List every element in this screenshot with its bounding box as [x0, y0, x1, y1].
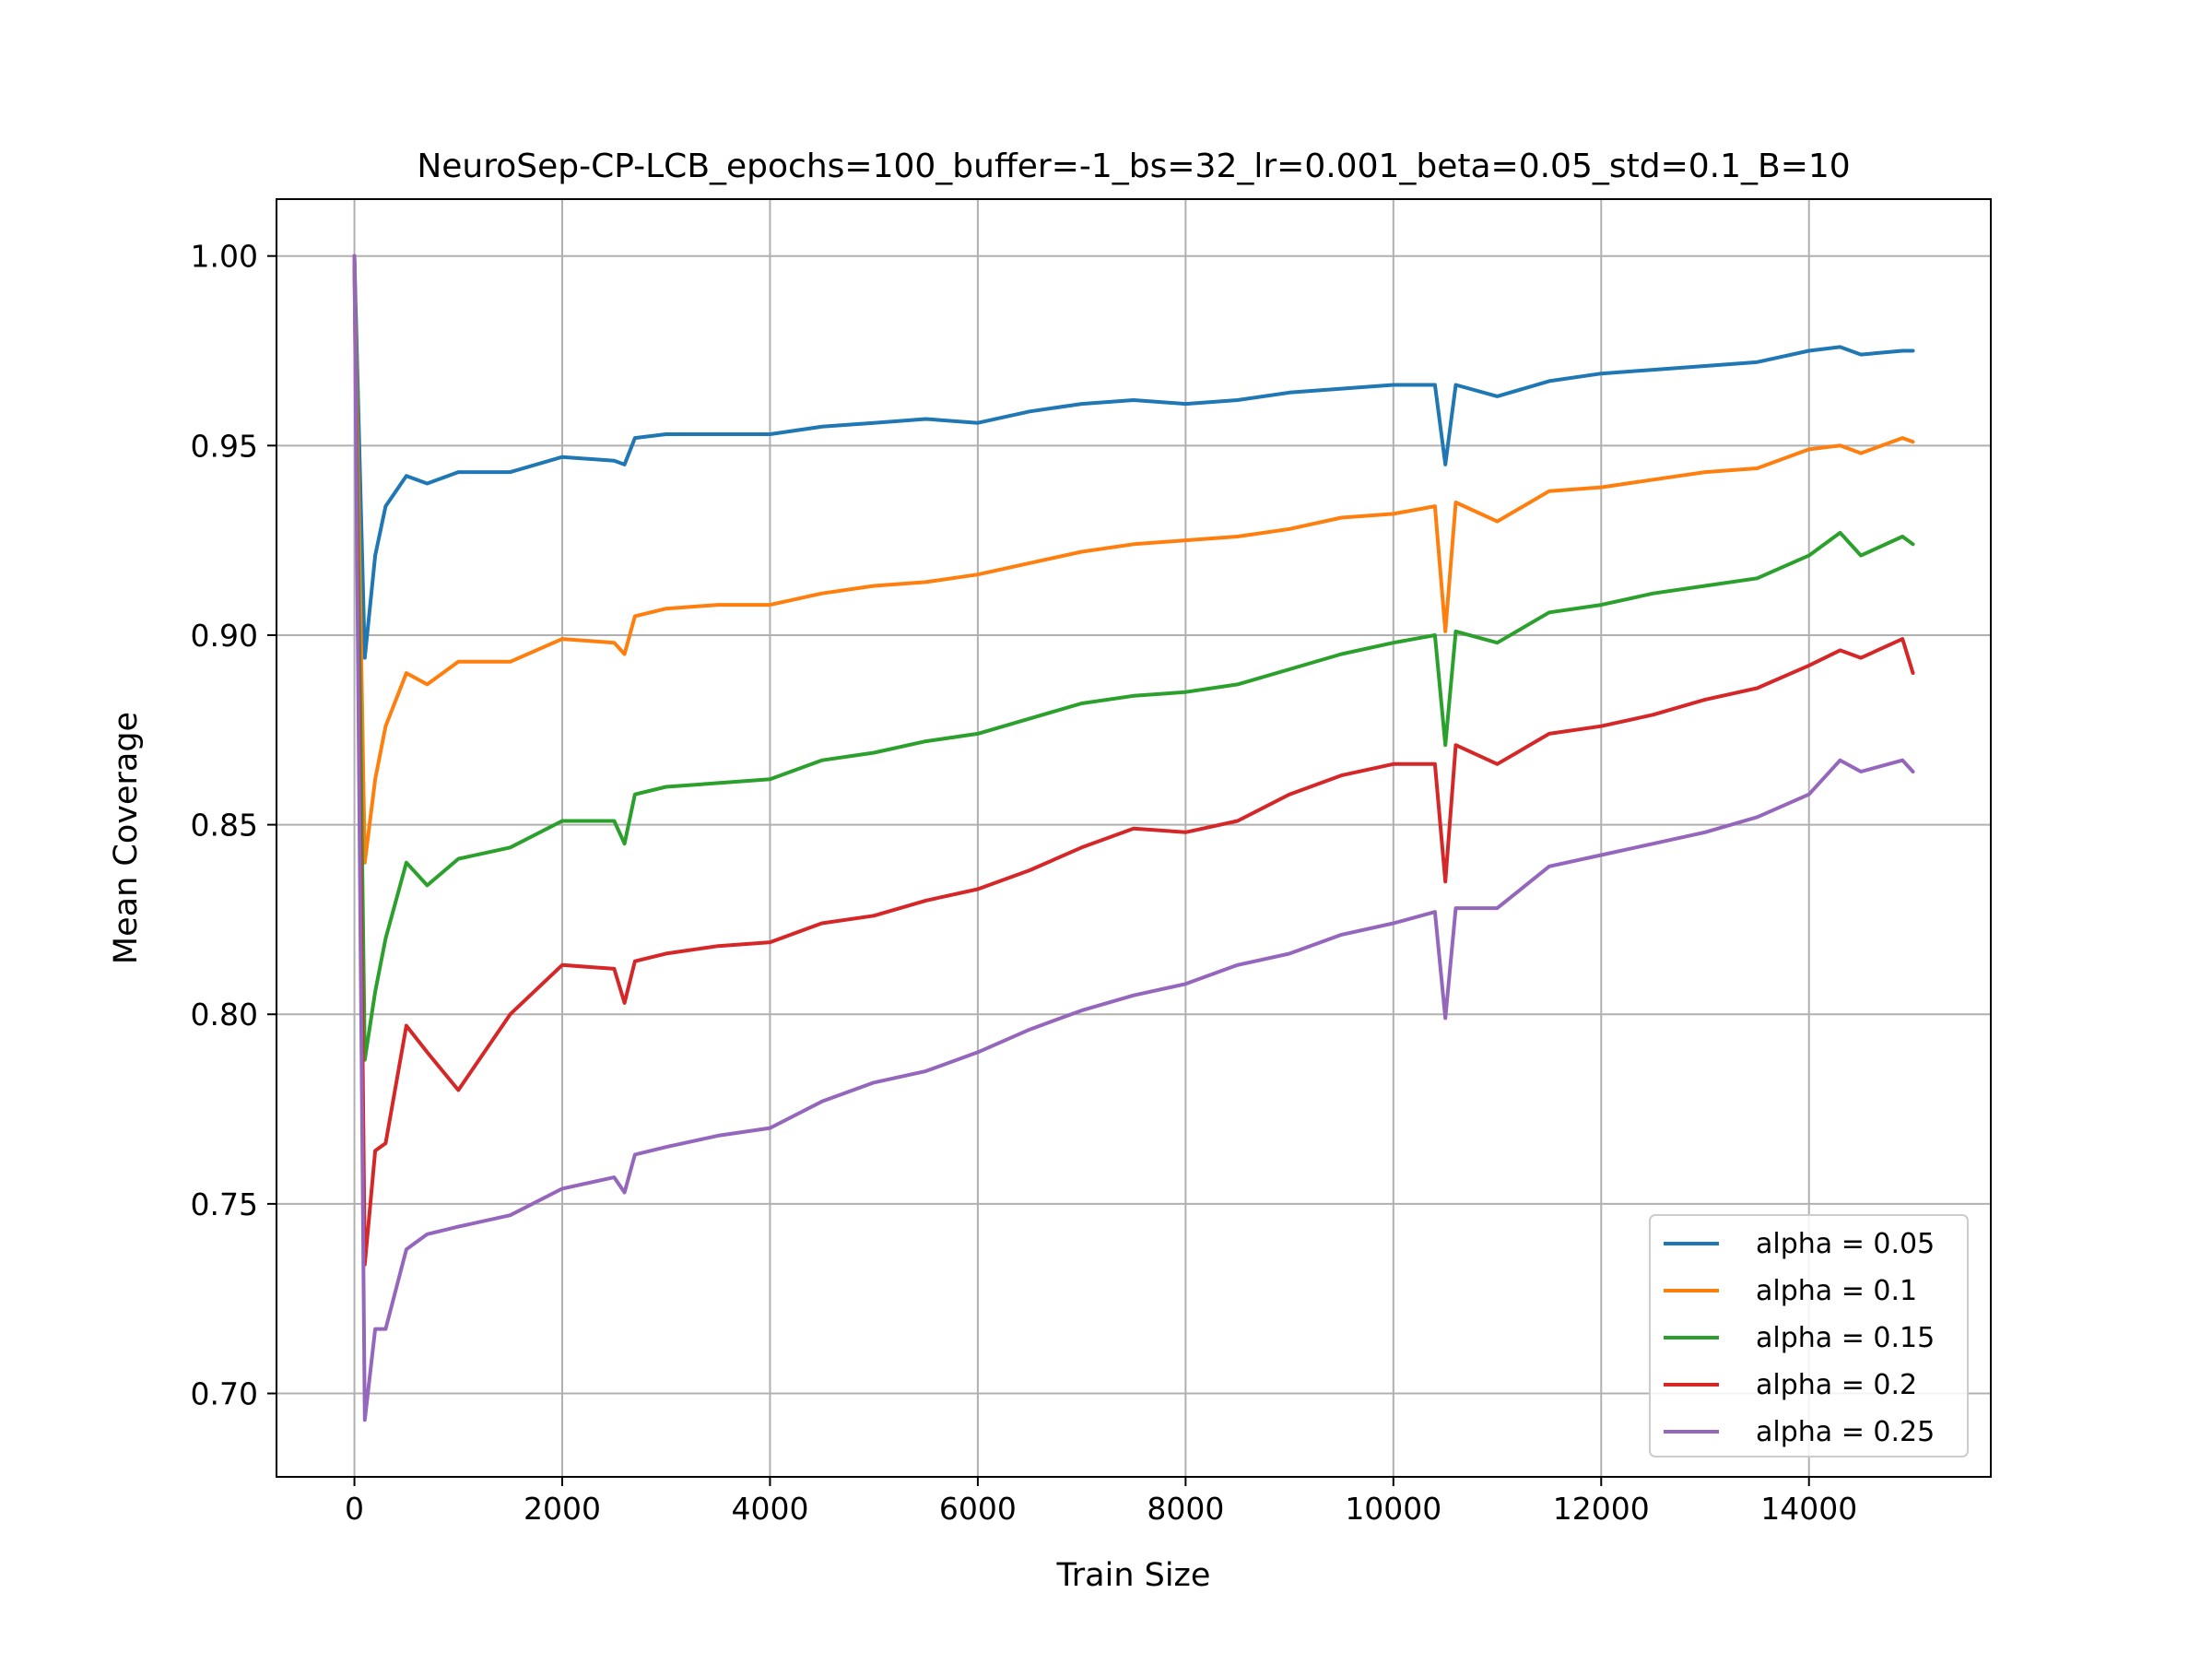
y-axis-ticks: 0.70 0.75 0.80 0.85 0.90 0.95 1.00 [191, 239, 276, 1412]
y-tick-label: 0.70 [191, 1376, 258, 1412]
series-line-5 [352, 254, 1915, 1422]
x-tick-label: 8000 [1147, 1491, 1224, 1527]
plot-frame [276, 198, 1992, 1478]
grid-lines [276, 199, 1991, 1477]
legend-box [1649, 1214, 1969, 1457]
legend: alpha = 0.05 alpha = 0.1 alpha = 0.15 alpha… [1649, 1214, 1969, 1457]
legend-label: alpha = 0.15 [1756, 1322, 1935, 1354]
x-tick-label: 14000 [1760, 1491, 1857, 1527]
x-axis-label: Train Size [1056, 1557, 1211, 1594]
x-axis-ticks: 0 2000 4000 6000 8000 10000 12000 14000 [345, 1477, 1857, 1527]
series-line-4 [352, 254, 1915, 1267]
data-series [352, 254, 1915, 1422]
series-line-3 [352, 254, 1915, 1062]
y-axis-label: Mean Coverage [108, 712, 145, 964]
y-tick-label: 0.95 [191, 428, 258, 464]
legend-label: alpha = 0.05 [1756, 1228, 1935, 1260]
legend-label: alpha = 0.1 [1756, 1275, 1917, 1307]
x-tick-label: 12000 [1553, 1491, 1650, 1527]
x-tick-label: 10000 [1345, 1491, 1441, 1527]
y-tick-label: 1.00 [191, 239, 258, 275]
x-tick-label: 2000 [524, 1491, 601, 1527]
y-tick-label: 0.75 [191, 1186, 258, 1222]
legend-entries: alpha = 0.05 alpha = 0.1 alpha = 0.15 alpha… [1664, 1228, 1935, 1448]
y-tick-label: 0.85 [191, 808, 258, 844]
series-line-1 [352, 254, 1915, 660]
y-tick-label: 0.90 [191, 618, 258, 654]
legend-label: alpha = 0.25 [1756, 1416, 1935, 1448]
series-line-2 [352, 254, 1915, 865]
x-tick-label: 4000 [731, 1491, 808, 1527]
chart-title: NeuroSep-CP-LCB_epochs=100_buffer=-1_bs=… [417, 148, 1850, 185]
y-tick-label: 0.80 [191, 997, 258, 1033]
x-tick-label: 6000 [939, 1491, 1017, 1527]
x-tick-label: 0 [345, 1491, 364, 1527]
legend-label: alpha = 0.2 [1756, 1369, 1917, 1401]
